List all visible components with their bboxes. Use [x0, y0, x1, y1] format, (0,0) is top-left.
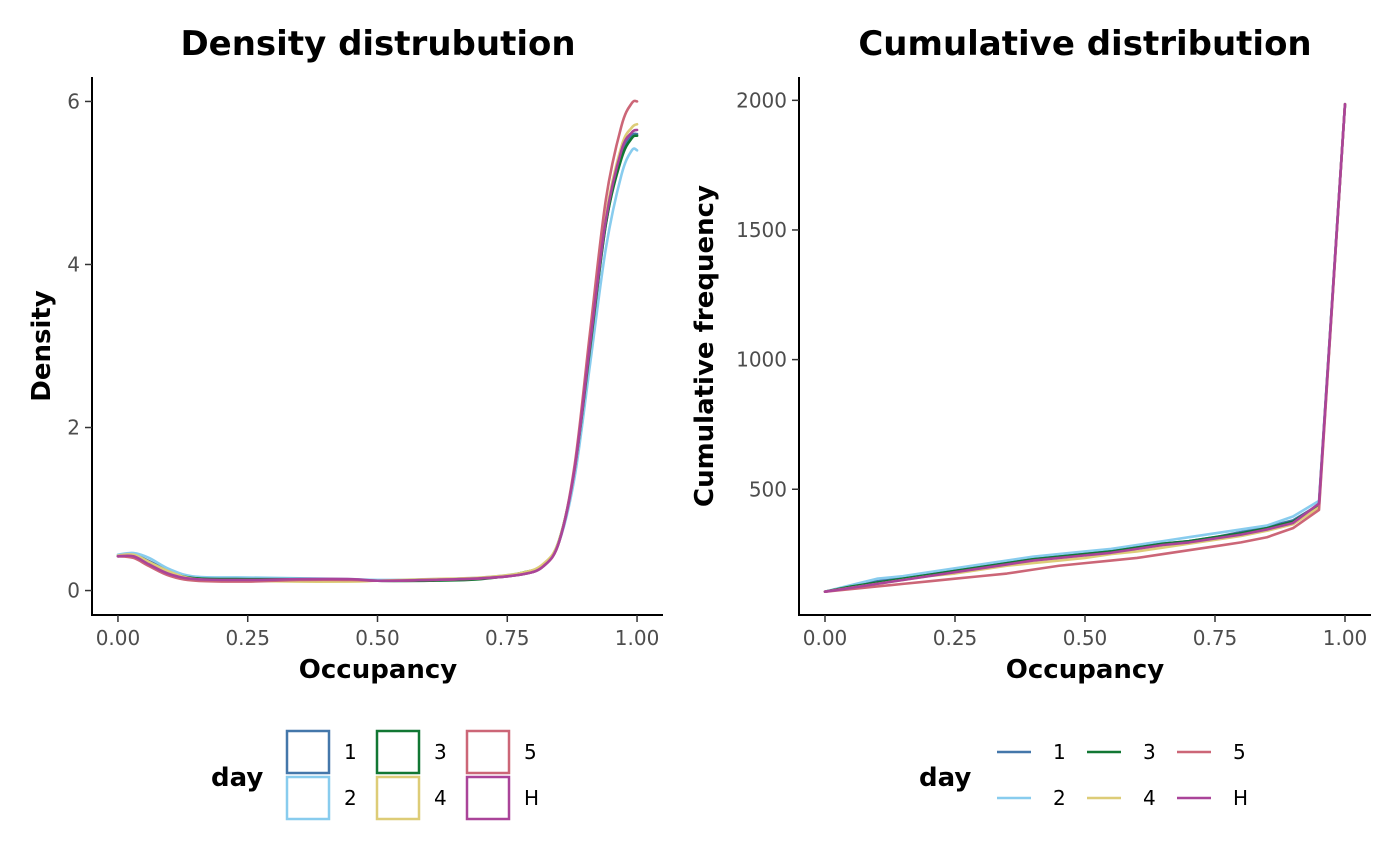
cumulative-legend-label-3: 3: [1143, 740, 1156, 764]
cumulative-legend-label-2: 2: [1053, 786, 1066, 810]
cumulative-y-tick-label: 1000: [736, 348, 787, 372]
cumulative-x-axis-title: Occupancy: [1006, 655, 1165, 685]
cumulative-series-line-H: [823, 102, 1347, 593]
density-legend-key-2: [285, 775, 331, 821]
density-y-tick-label: 6: [67, 89, 80, 113]
density-legend-key-1: [285, 729, 331, 775]
cumulative-legend-label-H: H: [1233, 786, 1248, 810]
density-legend-keys: 1 2 3 4 5 H: [285, 729, 539, 821]
density-x-tick-label: 0.00: [96, 626, 141, 650]
cumulative-series-line-1: [823, 102, 1347, 593]
density-panel: Density distrubution Density Occupancy 0…: [27, 24, 663, 685]
density-legend-label-5: 5: [524, 740, 537, 764]
density-series-line-1: [116, 132, 639, 583]
cumulative-panel: Cumulative distribution Cumulative frequ…: [690, 24, 1371, 685]
density-ticks: 0.00 0.25 0.50 0.75 1.00 0 2 4 6: [67, 89, 659, 650]
cumulative-y-tick-label: 500: [749, 477, 787, 501]
density-legend-key-H: [465, 775, 511, 821]
density-y-tick-label: 2: [67, 416, 80, 440]
density-legend-label-H: H: [524, 786, 539, 810]
density-x-tick-label: 0.50: [355, 626, 400, 650]
cumulative-legend-label-4: 4: [1143, 786, 1156, 810]
density-legend-title: day: [211, 763, 263, 793]
density-x-tick-label: 0.25: [225, 626, 270, 650]
density-legend-label-3: 3: [434, 740, 447, 764]
density-series-line-5: [116, 99, 639, 583]
cumulative-y-axis-title: Cumulative frequency: [690, 185, 720, 507]
density-chart-title: Density distrubution: [180, 24, 575, 64]
density-x-tick-label: 1.00: [615, 626, 660, 650]
density-x-tick-label: 0.75: [485, 626, 530, 650]
density-legend: day 1 2 3 4 5 H: [211, 729, 539, 821]
density-series: [116, 99, 639, 583]
cumulative-x-tick-label: 0.50: [1063, 626, 1108, 650]
cumulative-series-line-2: [823, 102, 1347, 593]
cumulative-legend-title: day: [919, 763, 971, 793]
density-y-axis-title: Density: [27, 290, 57, 402]
cumulative-x-tick-label: 1.00: [1323, 626, 1368, 650]
density-series-line-H: [116, 128, 639, 583]
cumulative-y-tick-label: 2000: [736, 88, 787, 112]
cumulative-x-tick-label: 0.75: [1193, 626, 1238, 650]
density-legend-key-5: [465, 729, 511, 775]
density-series-line-3: [116, 134, 639, 583]
cumulative-ticks: 0.00 0.25 0.50 0.75 1.00 500 1000 1500 2000: [736, 88, 1367, 650]
density-y-tick-label: 4: [67, 252, 80, 276]
density-legend-label-2: 2: [344, 786, 357, 810]
cumulative-legend-label-5: 5: [1233, 740, 1246, 764]
cumulative-x-tick-label: 0.25: [933, 626, 978, 650]
cumulative-legend: day 1 2 3 4 5 H: [919, 740, 1248, 810]
density-legend-key-3: [375, 729, 421, 775]
density-y-tick-label: 0: [67, 579, 80, 603]
cumulative-series: [823, 102, 1347, 593]
cumulative-legend-keys: 1 2 3 4 5 H: [997, 740, 1248, 810]
density-legend-key-4: [375, 775, 421, 821]
cumulative-legend-label-1: 1: [1053, 740, 1066, 764]
cumulative-x-tick-label: 0.00: [803, 626, 848, 650]
cumulative-series-line-3: [823, 102, 1347, 593]
cumulative-chart-title: Cumulative distribution: [858, 24, 1311, 64]
density-series-line-2: [116, 147, 639, 582]
density-legend-label-1: 1: [344, 740, 357, 764]
cumulative-y-tick-label: 1500: [736, 218, 787, 242]
density-legend-label-4: 4: [434, 786, 447, 810]
cumulative-series-line-5: [823, 102, 1347, 593]
density-x-axis-title: Occupancy: [299, 655, 458, 685]
density-series-line-4: [116, 122, 639, 583]
cumulative-series-line-4: [823, 102, 1347, 593]
